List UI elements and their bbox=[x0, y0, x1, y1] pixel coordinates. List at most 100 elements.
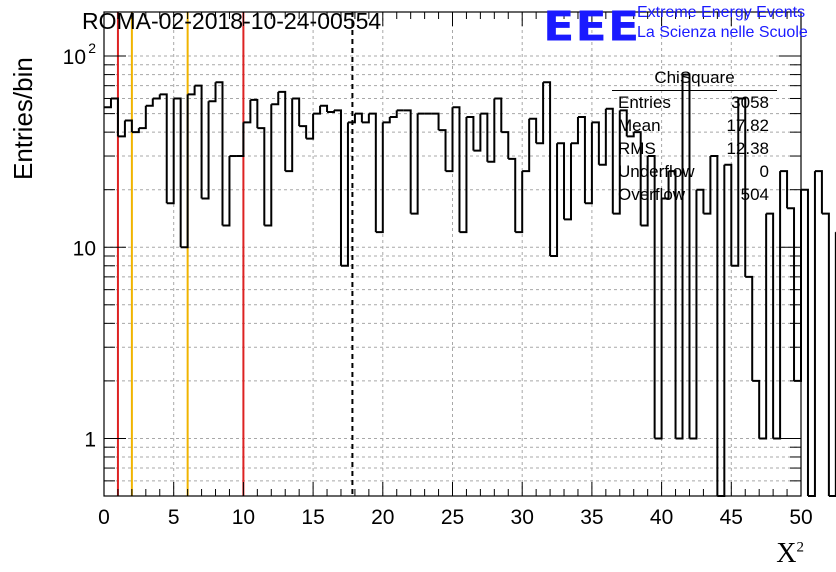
histogram-bin bbox=[320, 104, 329, 112]
stats-row-overflow: Overflow 504 bbox=[612, 183, 777, 206]
x-tick-label: 40 bbox=[650, 506, 673, 529]
histogram-bin bbox=[661, 171, 670, 200]
stats-label: Underflow bbox=[618, 162, 695, 181]
histogram-bin bbox=[564, 143, 572, 221]
histogram-bin bbox=[327, 110, 336, 113]
histogram-bin bbox=[131, 128, 140, 134]
x-tick-label: 35 bbox=[580, 506, 603, 529]
histogram-bin bbox=[250, 98, 259, 129]
histogram-bin bbox=[619, 109, 628, 137]
x-tick-label: 45 bbox=[720, 506, 743, 529]
histogram-bin bbox=[354, 112, 363, 123]
x-axis-label-superscript: 2 bbox=[796, 539, 805, 556]
histogram-bin bbox=[313, 105, 322, 115]
histogram-bin bbox=[361, 113, 370, 124]
stats-row-rms: RMS 12.38 bbox=[612, 137, 777, 160]
histogram-bin bbox=[647, 155, 656, 439]
histogram-bin bbox=[208, 82, 217, 103]
axes bbox=[103, 11, 802, 497]
histogram-bin bbox=[710, 155, 719, 496]
x-tick-label: 20 bbox=[371, 506, 394, 529]
histogram-bin bbox=[508, 157, 517, 233]
histogram-bin bbox=[577, 116, 586, 204]
histogram-bin bbox=[724, 163, 733, 266]
histogram-bin bbox=[375, 122, 384, 234]
histogram-bin bbox=[187, 85, 196, 96]
histogram-bin bbox=[347, 113, 356, 124]
histogram-bin bbox=[787, 207, 796, 381]
histogram-bin bbox=[780, 170, 789, 209]
histogram-bin bbox=[557, 142, 566, 220]
histogram-bin bbox=[591, 121, 600, 165]
histogram-bin bbox=[626, 132, 635, 138]
stats-label: RMS bbox=[618, 139, 656, 158]
histogram-bin bbox=[117, 120, 126, 138]
stats-box-rule bbox=[612, 90, 777, 91]
histogram-bin bbox=[814, 170, 823, 214]
histogram-bin bbox=[522, 118, 531, 173]
histogram-bin bbox=[731, 98, 740, 267]
histogram-bin bbox=[152, 94, 161, 100]
x-tick-label: 50 bbox=[789, 506, 812, 529]
x-tick-label: 5 bbox=[168, 506, 180, 529]
histogram-bin bbox=[794, 189, 802, 382]
histogram-bin bbox=[278, 90, 287, 172]
histogram-bin bbox=[612, 110, 621, 215]
histogram-bin bbox=[766, 212, 775, 439]
histogram-bin bbox=[584, 122, 593, 205]
histogram-bin bbox=[257, 127, 266, 226]
histogram-bin bbox=[285, 98, 294, 173]
histogram-bin bbox=[445, 107, 454, 173]
stats-box: ChiSquare Entries 3058 Mean 17.82 RMS 12… bbox=[612, 66, 777, 206]
histogram-bin bbox=[459, 117, 468, 234]
x-tick-label: 0 bbox=[98, 506, 110, 529]
logo-line-1: Extreme Energy Events bbox=[637, 4, 806, 21]
histogram-bin bbox=[717, 164, 726, 497]
histogram-bin bbox=[515, 171, 524, 234]
histogram-bin bbox=[570, 117, 579, 145]
stats-label: Entries bbox=[618, 93, 671, 112]
histogram-bin bbox=[501, 131, 510, 159]
histogram-bin bbox=[201, 101, 210, 200]
histogram-bin bbox=[222, 156, 231, 227]
histogram-bin bbox=[159, 93, 168, 204]
y-tick-label: 10 bbox=[73, 237, 96, 260]
histogram-bin bbox=[696, 188, 705, 214]
histogram-bin bbox=[368, 112, 377, 233]
histogram-bin bbox=[110, 97, 119, 137]
stats-label: Mean bbox=[618, 116, 661, 135]
stats-row-entries: Entries 3058 bbox=[612, 91, 777, 114]
y-axis-label: Entries/bin bbox=[8, 57, 38, 180]
x-tick-label: 25 bbox=[441, 506, 464, 529]
histogram-bin bbox=[654, 198, 663, 440]
histogram-bin bbox=[466, 116, 475, 151]
histogram-bin bbox=[389, 110, 398, 119]
histogram-bin bbox=[452, 106, 461, 233]
histogram-bin bbox=[438, 129, 447, 172]
histogram-bin bbox=[821, 212, 830, 496]
histogram-bin bbox=[236, 122, 245, 158]
eee-logo: EEE bbox=[543, 2, 641, 51]
histogram-bin bbox=[138, 105, 147, 130]
histogram-bin bbox=[271, 91, 280, 106]
stats-row-underflow: Underflow 0 bbox=[612, 160, 777, 183]
y-tick-label: 1 bbox=[84, 428, 96, 451]
histogram-bin bbox=[480, 112, 489, 162]
histogram-bin bbox=[382, 117, 391, 124]
histogram-bin bbox=[431, 112, 440, 131]
x-tick-label: 30 bbox=[511, 506, 534, 529]
histogram-bin bbox=[473, 113, 482, 152]
histogram-bin bbox=[759, 213, 768, 440]
y-tick-exponent: 2 bbox=[88, 40, 96, 56]
histogram-bin bbox=[801, 188, 809, 496]
histogram-bin bbox=[536, 82, 545, 145]
histogram-bin bbox=[145, 98, 154, 107]
histogram-bin bbox=[807, 171, 816, 497]
histogram-bin bbox=[306, 113, 315, 140]
histogram-bin bbox=[689, 189, 698, 440]
histogram-bin bbox=[703, 156, 712, 215]
histogram-bin bbox=[124, 119, 133, 133]
histogram-bin bbox=[403, 109, 412, 214]
stats-value: 12.38 bbox=[726, 139, 769, 158]
